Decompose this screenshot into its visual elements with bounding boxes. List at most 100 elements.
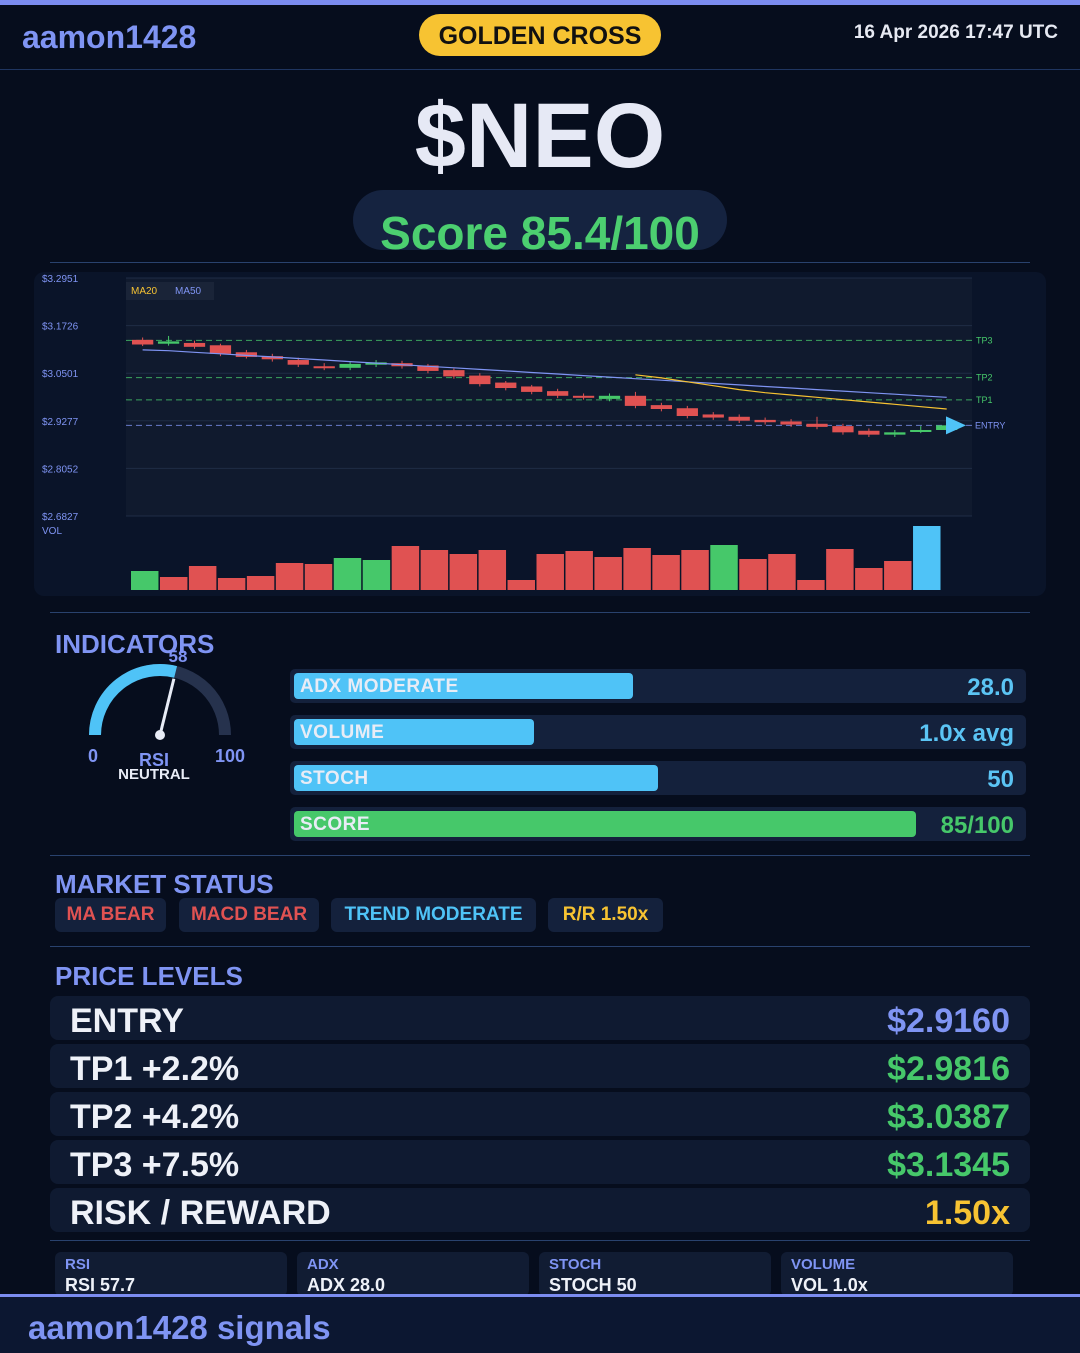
volume-label: VOL (42, 526, 62, 537)
candle-body (287, 360, 309, 365)
ticker-symbol: $NEO (414, 85, 666, 187)
candle-body (858, 430, 880, 435)
candle-body (598, 395, 621, 399)
candle-body (624, 395, 647, 406)
bar-fill (294, 673, 633, 699)
volume-bar (159, 577, 188, 590)
status-tag-macd: MACD BEAR (179, 898, 319, 932)
y-tick-label: $3.0501 (42, 369, 79, 380)
candle-body (521, 386, 543, 392)
price-levels-title: PRICE LEVELS (55, 961, 243, 991)
level-value: 1.50x (924, 1194, 1010, 1232)
gauge-min: 0 (88, 746, 98, 766)
divider (50, 855, 1030, 856)
ma20-line (635, 374, 947, 410)
gauge-needle (158, 678, 176, 736)
candle-body (443, 370, 465, 377)
candle-body (313, 366, 335, 369)
volume-bar (188, 566, 217, 590)
card-title: RSI (65, 1256, 91, 1273)
level-value: $2.9816 (887, 1050, 1010, 1088)
level-value: $3.1345 (887, 1146, 1010, 1184)
signal-badge: GOLDEN CROSS (419, 14, 661, 56)
level-label: ENTRY (975, 420, 1005, 430)
bar-value: 1.0x avg (919, 720, 1014, 747)
bar-fill (294, 719, 534, 745)
volume-bar (246, 576, 275, 590)
level-row-tp2: TP2 +4.2% $3.0387 (50, 1092, 1030, 1136)
market-status-title: MARKET STATUS (55, 869, 274, 899)
volume-bar (478, 550, 507, 590)
level-label: TP2 +4.2% (70, 1098, 240, 1136)
indicator-bar-stoch: STOCH 50 (290, 761, 1026, 795)
divider (50, 262, 1030, 263)
candle-body (469, 375, 491, 385)
y-tick-label: $2.8052 (42, 464, 79, 475)
status-tag-trend: TREND MODERATE (331, 898, 536, 932)
footer-brand: aamon1428 signals (28, 1309, 331, 1346)
legend-ma20: MA20 (131, 286, 158, 297)
gauge-name: RSI (139, 750, 169, 770)
ma50-line (142, 349, 947, 398)
candle-body (728, 416, 750, 421)
header: aamon1428 GOLDEN CROSS 16 Apr 2026 17:47… (0, 5, 1080, 70)
status-tag-rr: R/R 1.50x (548, 898, 663, 932)
candle-body (209, 345, 232, 354)
indicator-bar-volume: VOLUME 1.0x avg (290, 715, 1026, 749)
brand-name: aamon1428 (22, 19, 197, 55)
summary-card-volume: VOLUME VOL 1.0x (781, 1252, 1013, 1296)
entry-arrow-icon (946, 416, 966, 435)
summary-card-rsi: RSI RSI 57.7 (55, 1252, 287, 1296)
divider (50, 612, 1030, 613)
candle-body (650, 405, 673, 410)
level-label: RISK / REWARD (70, 1194, 331, 1232)
volume-bar (768, 554, 796, 590)
level-row-entry: ENTRY $2.9160 (50, 996, 1030, 1040)
gauge-hub (155, 730, 165, 740)
candle-body (832, 426, 854, 433)
volume-bar (304, 564, 333, 590)
candle-body (235, 352, 258, 357)
level-label: TP2 (976, 373, 993, 383)
level-label: TP1 +2.2% (70, 1050, 240, 1088)
divider (50, 946, 1030, 947)
volume-bar (884, 561, 912, 590)
bar-fill (294, 811, 916, 837)
candle-body (261, 356, 283, 360)
candle-body (910, 429, 932, 432)
candlestick-chart-svg: $3.2951 $3.1726 $3.0501 $2.9277 $2.8052 $2.68… (42, 274, 1005, 590)
candle-body (339, 363, 361, 368)
rsi-value: 58 (169, 647, 188, 666)
volume-bar (826, 549, 854, 590)
level-row-tp1: TP1 +2.2% $2.9816 (50, 1044, 1030, 1088)
y-tick-label: $2.6827 (42, 512, 79, 523)
gauge-track (89, 664, 231, 736)
gauge-max: 100 (215, 746, 245, 766)
volume-bar (855, 568, 883, 590)
bar-fill (294, 765, 658, 791)
volume-bar (362, 560, 391, 590)
y-tick-label: $3.1726 (42, 322, 79, 333)
gauge-fill (89, 664, 178, 736)
legend-ma50: MA50 (175, 286, 202, 297)
volume-bar (536, 554, 564, 590)
bar-label: ADX MODERATE (300, 676, 459, 697)
volume-bar (913, 526, 941, 590)
candle-body (806, 423, 828, 427)
card-title: VOLUME (791, 1256, 856, 1273)
summary-card-adx: ADX ADX 28.0 (297, 1252, 529, 1296)
candle-body (547, 391, 569, 396)
volume-bar (681, 550, 709, 590)
volume-bar (131, 571, 159, 590)
card-title: STOCH (549, 1256, 602, 1273)
volume-bar (333, 558, 362, 590)
indicators-title: INDICATORS (55, 629, 215, 659)
footer: aamon1428 signals (0, 1294, 1080, 1353)
volume-bar (449, 554, 478, 590)
plot-area (126, 278, 972, 516)
level-value: $2.9160 (887, 1002, 1010, 1040)
card-value: ADX 28.0 (307, 1275, 386, 1295)
volume-bar (739, 559, 767, 590)
bar-value: 28.0 (967, 674, 1014, 701)
level-label: TP3 +7.5% (70, 1146, 240, 1184)
